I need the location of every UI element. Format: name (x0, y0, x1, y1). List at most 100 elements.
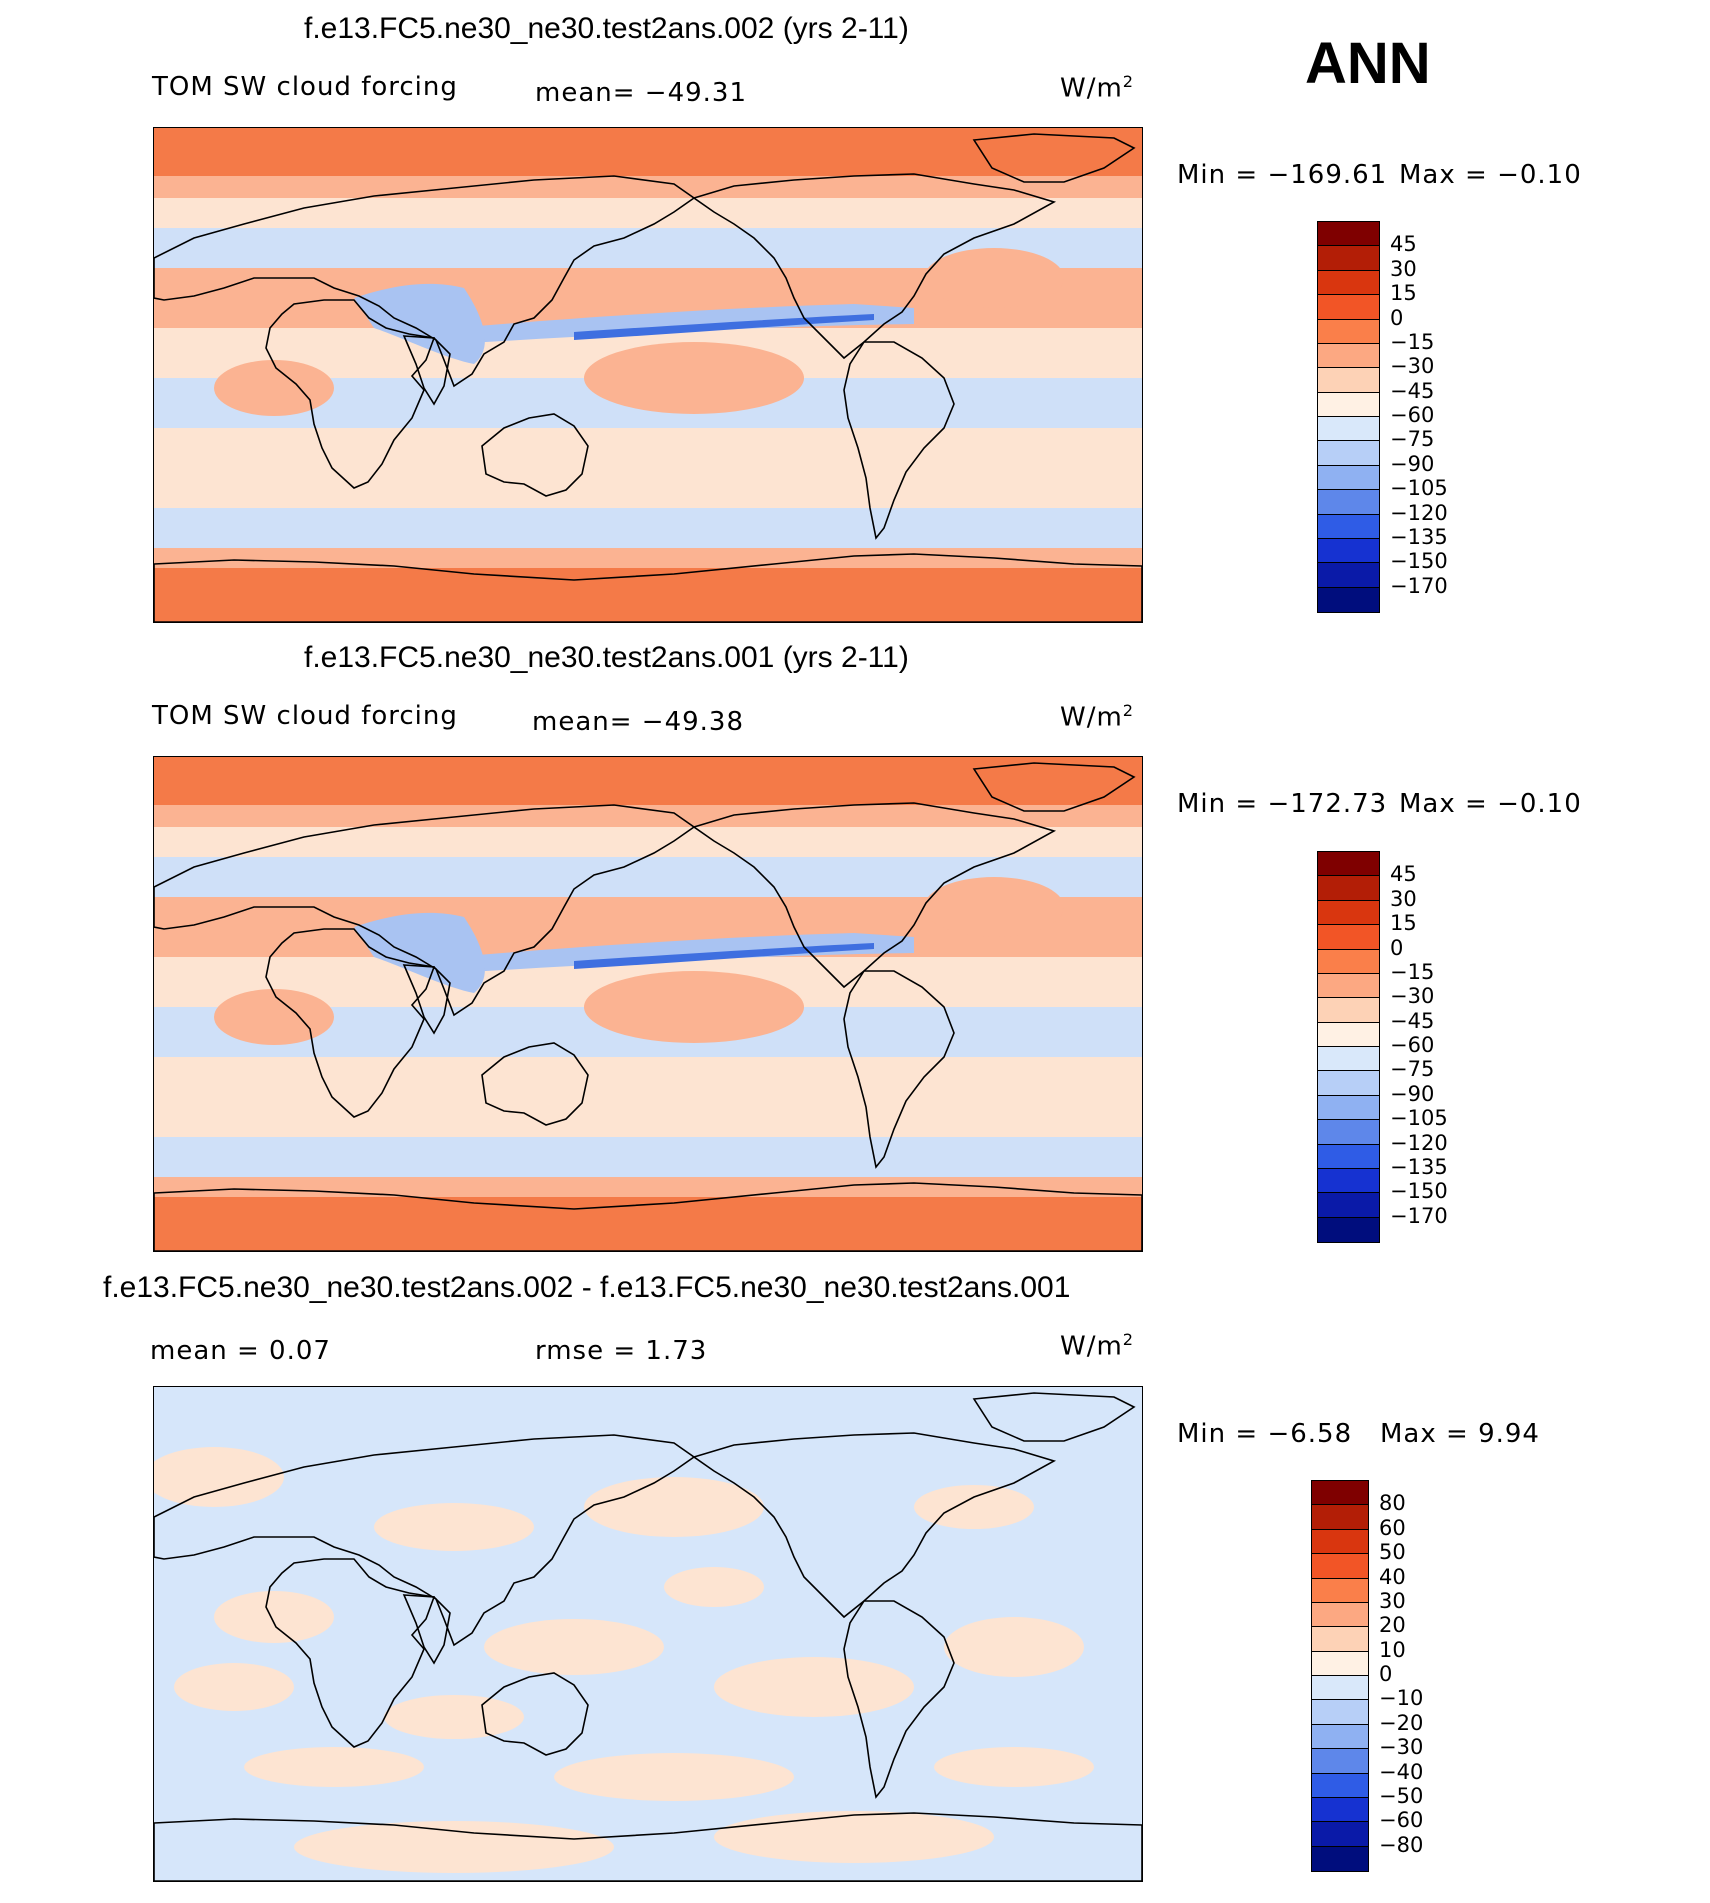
warm-pool (354, 283, 485, 364)
colorbar-swatch (1312, 1749, 1368, 1774)
colorbar-swatch (1312, 1481, 1368, 1506)
colorbar-level-label: −120 (1390, 1130, 1448, 1155)
panel3-units: W/m2 (1060, 1330, 1135, 1362)
map-band (154, 508, 1142, 548)
colorbar-swatch (1312, 1700, 1368, 1725)
panel1-min: Min = −169.61 (1177, 160, 1388, 190)
coastline (481, 413, 589, 497)
colorbar-swatch (1318, 973, 1379, 999)
colorbar-swatch (1318, 222, 1379, 247)
colorbar-level-label: −40 (1379, 1759, 1424, 1784)
colorbar-level-label: −30 (1379, 1735, 1424, 1760)
panel2-colorbar (1317, 851, 1380, 1243)
coastline (972, 133, 1136, 183)
colorbar-swatch (1312, 1724, 1368, 1750)
colorbar-level-label: −120 (1390, 500, 1448, 525)
coastline (265, 1558, 436, 1748)
colorbar-swatch (1318, 563, 1379, 588)
colorbar-swatch (1318, 1217, 1379, 1242)
panel3-mean: mean = 0.07 (150, 1336, 331, 1366)
diff-patch (714, 1811, 994, 1863)
colorbar-level-label: 15 (1390, 281, 1417, 306)
panel2-mean: mean= −49.38 (532, 707, 745, 737)
coastline (265, 928, 436, 1118)
colorbar-level-label: 0 (1390, 935, 1404, 960)
coastline (154, 1434, 696, 1647)
panel3-max: Max = 9.94 (1380, 1419, 1540, 1449)
panel3-rmse: rmse = 1.73 (535, 1336, 708, 1366)
colorbar-swatch (1312, 1578, 1368, 1603)
panel2-map (153, 756, 1143, 1252)
colorbar-level-label: 40 (1379, 1564, 1406, 1589)
colorbar-swatch (1318, 1168, 1379, 1194)
colorbar-swatch (1312, 1529, 1368, 1555)
colorbar-level-label: 45 (1390, 232, 1417, 257)
colorbar-swatch (1312, 1505, 1368, 1530)
colorbar-swatch (1318, 925, 1379, 950)
coastline (481, 1672, 589, 1756)
colorbar-level-label: −80 (1379, 1832, 1424, 1857)
colorbar-level-label: 50 (1379, 1540, 1406, 1565)
colorbar-level-label: −170 (1390, 1203, 1448, 1228)
colorbar-level-label: −90 (1390, 1081, 1435, 1106)
colorbar-level-label: 20 (1379, 1613, 1406, 1638)
colorbar-level-label: −15 (1390, 329, 1435, 354)
colorbar-level-label: 10 (1379, 1637, 1406, 1662)
colorbar-level-label: −30 (1390, 354, 1435, 379)
coastline (843, 341, 955, 540)
map-band (154, 568, 1142, 622)
colorbar-swatch (1318, 465, 1379, 491)
sc-deck (584, 971, 804, 1043)
panel3-title: f.e13.FC5.ne30_ne30.test2ans.002 - f.e13… (103, 1271, 1071, 1304)
diff-patch (174, 1663, 294, 1711)
diff-patch (214, 1591, 334, 1643)
colorbar-swatch (1318, 417, 1379, 442)
panel2-max: Max = −0.10 (1399, 789, 1582, 819)
diff-patch (934, 1747, 1094, 1787)
sc-deck (924, 248, 1064, 308)
colorbar-swatch (1318, 1193, 1379, 1218)
colorbar-swatch (1318, 392, 1379, 417)
diff-patch (374, 1503, 534, 1551)
colorbar-swatch (1318, 1022, 1379, 1047)
coastline (843, 1600, 955, 1799)
colorbar-level-label: 80 (1379, 1491, 1406, 1516)
colorbar-swatch (1318, 900, 1379, 926)
colorbar-level-label: −105 (1390, 1106, 1448, 1131)
panel1-max: Max = −0.10 (1399, 160, 1582, 190)
coastline (265, 299, 436, 489)
colorbar-swatch (1318, 1120, 1379, 1145)
colorbar-level-label: 30 (1390, 886, 1417, 911)
colorbar-swatch (1318, 1144, 1379, 1169)
itcz-core (574, 943, 874, 969)
colorbar-swatch (1318, 514, 1379, 539)
map-band (154, 428, 1142, 508)
colorbar-level-label: −20 (1379, 1710, 1424, 1735)
colorbar-level-label: −135 (1390, 1154, 1448, 1179)
colorbar-level-label: −30 (1390, 984, 1435, 1009)
colorbar-swatch (1312, 1602, 1368, 1628)
colorbar-level-label: −50 (1379, 1783, 1424, 1808)
colorbar-swatch (1318, 538, 1379, 564)
coastline (154, 804, 696, 1017)
colorbar-swatch (1318, 343, 1379, 369)
colorbar-level-label: −60 (1379, 1808, 1424, 1833)
sc-deck (214, 989, 334, 1045)
colorbar-level-label: 15 (1390, 911, 1417, 936)
colorbar-level-label: −150 (1390, 1179, 1448, 1204)
colorbar-swatch (1318, 949, 1379, 974)
coastline (692, 173, 1057, 360)
map-band (154, 827, 1142, 857)
colorbar-swatch (1312, 1676, 1368, 1701)
colorbar-swatch (1312, 1651, 1368, 1676)
colorbar-swatch (1318, 1095, 1379, 1121)
diff-patch (664, 1567, 764, 1607)
colorbar-level-label: −45 (1390, 378, 1435, 403)
colorbar-swatch (1312, 1773, 1368, 1798)
colorbar-level-label: −60 (1390, 1033, 1435, 1057)
colorbar-swatch (1318, 270, 1379, 296)
map-band (154, 128, 1142, 176)
coastline (972, 762, 1136, 812)
coastline (402, 1594, 451, 1665)
panel2-title: f.e13.FC5.ne30_ne30.test2ans.001 (yrs 2-… (304, 641, 909, 674)
